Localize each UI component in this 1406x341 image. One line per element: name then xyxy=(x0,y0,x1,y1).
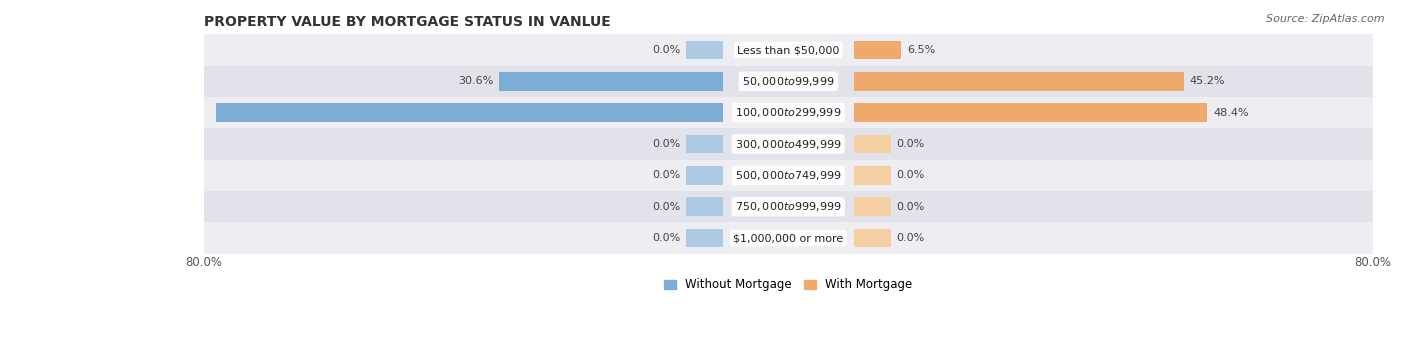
Text: 0.0%: 0.0% xyxy=(652,202,681,212)
Bar xyxy=(499,72,723,91)
Text: Source: ZipAtlas.com: Source: ZipAtlas.com xyxy=(1267,14,1385,24)
Bar xyxy=(686,197,723,216)
Text: $1,000,000 or more: $1,000,000 or more xyxy=(733,233,844,243)
Text: 0.0%: 0.0% xyxy=(897,170,925,180)
Text: 0.0%: 0.0% xyxy=(897,202,925,212)
Text: 30.6%: 30.6% xyxy=(458,76,494,86)
Text: 0.0%: 0.0% xyxy=(897,233,925,243)
Text: 0.0%: 0.0% xyxy=(897,139,925,149)
Bar xyxy=(853,72,1184,91)
Bar xyxy=(204,128,1372,160)
Text: 48.4%: 48.4% xyxy=(1213,108,1249,118)
Bar xyxy=(686,166,723,185)
Text: $750,000 to $999,999: $750,000 to $999,999 xyxy=(735,200,842,213)
Bar xyxy=(204,222,1372,254)
Bar xyxy=(204,66,1372,97)
Text: 0.0%: 0.0% xyxy=(652,45,681,55)
Text: 6.5%: 6.5% xyxy=(907,45,935,55)
Legend: Without Mortgage, With Mortgage: Without Mortgage, With Mortgage xyxy=(659,273,917,296)
Text: 69.4%: 69.4% xyxy=(3,108,42,118)
Bar xyxy=(204,34,1372,66)
Text: $100,000 to $299,999: $100,000 to $299,999 xyxy=(735,106,841,119)
Bar xyxy=(204,160,1372,191)
Bar xyxy=(215,103,723,122)
Text: 0.0%: 0.0% xyxy=(652,233,681,243)
Bar xyxy=(853,135,890,153)
Bar xyxy=(853,166,890,185)
Bar xyxy=(686,135,723,153)
Text: $300,000 to $499,999: $300,000 to $499,999 xyxy=(735,137,842,150)
Text: PROPERTY VALUE BY MORTGAGE STATUS IN VANLUE: PROPERTY VALUE BY MORTGAGE STATUS IN VAN… xyxy=(204,15,610,29)
Text: 0.0%: 0.0% xyxy=(652,139,681,149)
Text: $500,000 to $749,999: $500,000 to $749,999 xyxy=(735,169,842,182)
Bar xyxy=(853,41,901,59)
Bar xyxy=(686,228,723,248)
Bar xyxy=(853,103,1208,122)
Text: Less than $50,000: Less than $50,000 xyxy=(737,45,839,55)
Bar xyxy=(853,197,890,216)
Bar xyxy=(204,97,1372,128)
Bar xyxy=(204,191,1372,222)
Text: 45.2%: 45.2% xyxy=(1189,76,1226,86)
Text: $50,000 to $99,999: $50,000 to $99,999 xyxy=(742,75,835,88)
Text: 0.0%: 0.0% xyxy=(652,170,681,180)
Bar xyxy=(853,228,890,248)
Bar xyxy=(686,41,723,59)
